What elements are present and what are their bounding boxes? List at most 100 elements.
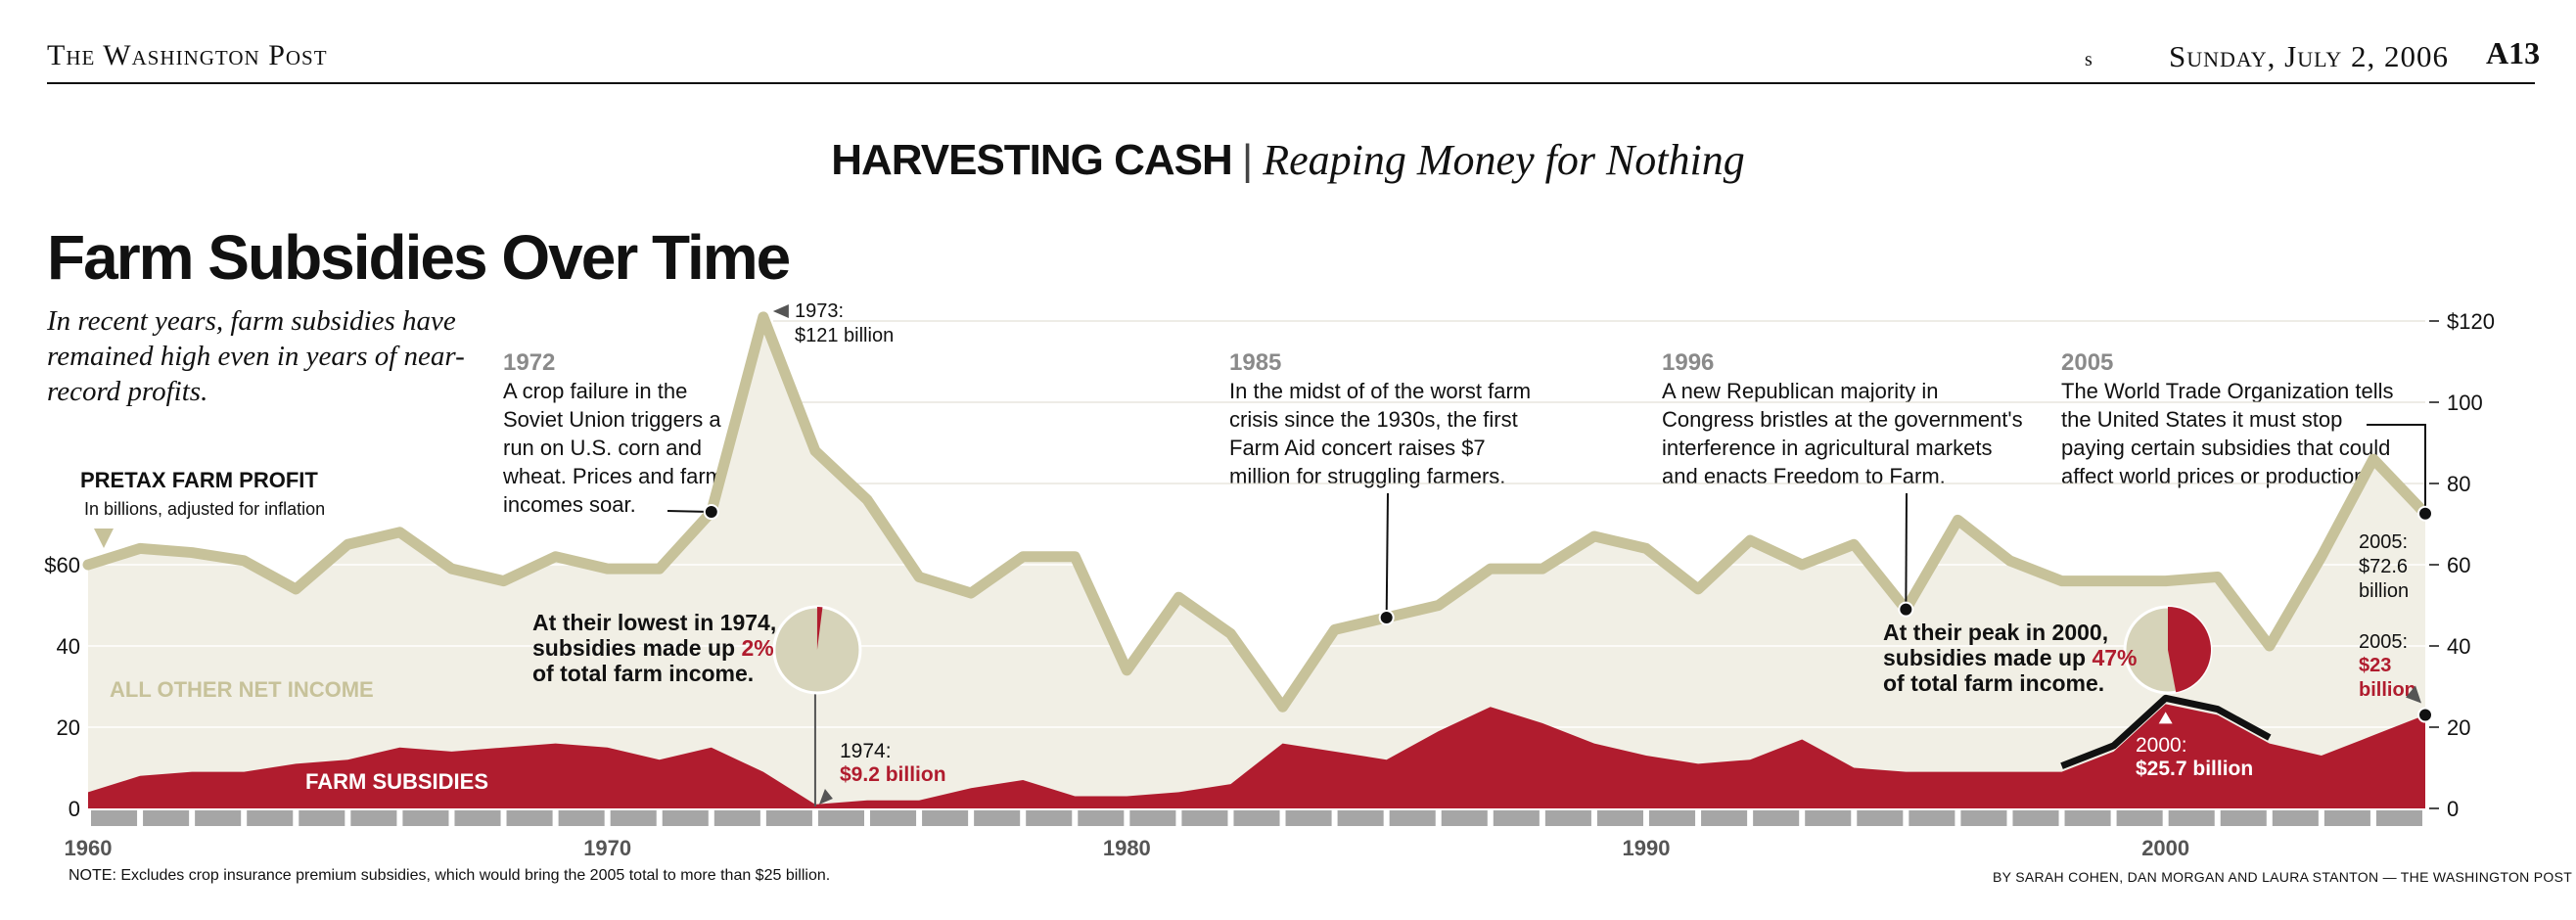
x-axis-segment bbox=[1337, 810, 1384, 826]
x-axis-segment bbox=[2012, 810, 2059, 826]
event-leader bbox=[1385, 492, 1389, 618]
y-tick-label-right: 100 bbox=[2447, 391, 2483, 415]
callout-2005-subsidy-value: $23 bbox=[2359, 655, 2391, 676]
callout-2000-value: $25.7 billion bbox=[2136, 758, 2253, 780]
x-axis-segment bbox=[662, 810, 709, 826]
profit-label-pointer bbox=[94, 529, 114, 548]
event-leader bbox=[2367, 424, 2426, 514]
y-tick-label-right: 80 bbox=[2447, 472, 2470, 496]
x-axis-segment bbox=[713, 810, 760, 826]
x-axis-segment bbox=[2220, 810, 2267, 826]
x-axis-segment bbox=[1753, 810, 1800, 826]
event-1985: 1985 In the midst of of the worst farm c… bbox=[1229, 348, 1542, 490]
caption-lowest-1974: subsidies made up 2% bbox=[532, 635, 774, 661]
subsidy-peak-highlight bbox=[2060, 694, 2272, 769]
series-title: HARVESTING CASH bbox=[831, 136, 1233, 184]
y-tick-label-left: 40 bbox=[57, 634, 80, 659]
x-axis-segment bbox=[1078, 810, 1125, 826]
x-axis-segment bbox=[1233, 810, 1280, 826]
pointer-triangle bbox=[772, 304, 789, 318]
callout-2005-subsidy-value: billion bbox=[2359, 679, 2416, 701]
x-axis-segment bbox=[195, 810, 242, 826]
event-leader bbox=[1905, 492, 1908, 610]
x-axis-segment bbox=[299, 810, 345, 826]
y-tick-label-left: 20 bbox=[57, 715, 80, 740]
callout-1974-year: 1974: bbox=[840, 740, 892, 762]
pie-1974-subsidy-slice bbox=[816, 607, 823, 650]
x-axis-segment bbox=[454, 810, 501, 826]
x-axis-segment bbox=[1026, 810, 1073, 826]
masthead-page: A13 bbox=[2486, 35, 2541, 70]
event-marker-dot bbox=[703, 504, 719, 521]
y-tick-label-right: 20 bbox=[2447, 715, 2470, 740]
x-axis-segment bbox=[974, 810, 1021, 826]
caption-lowest-1974: At their lowest in 1974, bbox=[532, 610, 776, 635]
x-axis-segment bbox=[922, 810, 969, 826]
x-tick-label: 1990 bbox=[1623, 836, 1671, 860]
callout-1974-value: $9.2 billion bbox=[840, 763, 946, 786]
pointer-triangle bbox=[2406, 685, 2421, 704]
subsidies-label: FARM SUBSIDIES bbox=[305, 769, 488, 794]
callout-1973-peak: $121 billion bbox=[795, 325, 894, 346]
x-axis-segment bbox=[1596, 810, 1643, 826]
series-header: HARVESTING CASH | Reaping Money for Nothin… bbox=[0, 135, 2576, 185]
x-axis-segment bbox=[558, 810, 605, 826]
x-axis-segment bbox=[91, 810, 138, 826]
masthead-date: Sunday, July 2, 2006 bbox=[2169, 39, 2449, 73]
event-text: In the midst of of the worst farm crisis… bbox=[1229, 379, 1532, 488]
event-marker-dot bbox=[2417, 707, 2433, 723]
x-axis-segment bbox=[765, 810, 812, 826]
x-tick-label: 1980 bbox=[1103, 836, 1151, 860]
subsidy-area bbox=[88, 704, 2425, 808]
x-axis-segment bbox=[402, 810, 449, 826]
x-axis-segment bbox=[1857, 810, 1904, 826]
event-year: 1972 bbox=[503, 349, 556, 376]
x-axis-segment bbox=[247, 810, 294, 826]
callout-2005-profit: $72.6 bbox=[2359, 556, 2408, 577]
callout-2005-subsidy-year: 2005: bbox=[2359, 631, 2408, 653]
other-income-area bbox=[88, 316, 2425, 808]
x-axis-segment bbox=[350, 810, 397, 826]
x-axis-segment bbox=[1805, 810, 1852, 826]
y-tick-label-right: 0 bbox=[2447, 797, 2459, 821]
y-tick-label-left: $60 bbox=[44, 553, 80, 577]
other-income-label: ALL OTHER NET INCOME bbox=[110, 677, 374, 702]
x-axis-segment bbox=[506, 810, 553, 826]
event-marker-dot bbox=[1898, 601, 1914, 618]
x-axis-segment bbox=[870, 810, 917, 826]
event-2005: 2005 The World Trade Organization tells … bbox=[2061, 348, 2394, 490]
event-text: A crop failure in the Soviet Union trigg… bbox=[503, 379, 723, 517]
callout-2005-profit: 2005: bbox=[2359, 531, 2408, 553]
x-axis-segment bbox=[1493, 810, 1540, 826]
masthead-paper: The Washington Post bbox=[47, 39, 328, 71]
caption-lowest-1974: of total farm income. bbox=[532, 661, 754, 686]
x-axis-segment bbox=[1441, 810, 1488, 826]
pointer-triangle bbox=[818, 789, 833, 805]
x-axis-segment bbox=[817, 810, 864, 826]
pie-2000-subsidy-slice bbox=[2168, 607, 2211, 693]
chart-note: NOTE: Excludes crop insurance premium su… bbox=[69, 867, 831, 884]
x-axis-segment bbox=[2375, 810, 2422, 826]
series-subtitle: Reaping Money for Nothing bbox=[1263, 136, 1745, 184]
event-text: The World Trade Organization tells the U… bbox=[2061, 379, 2394, 488]
x-axis-segment bbox=[2323, 810, 2370, 826]
chart-subtitle: In recent years, farm subsidies have rem… bbox=[47, 305, 465, 407]
x-axis-segment bbox=[143, 810, 190, 826]
y-tick-label-left: 0 bbox=[69, 797, 80, 821]
event-1972: 1972 A crop failure in the Soviet Union … bbox=[503, 348, 728, 519]
series-divider: | bbox=[1241, 136, 1254, 184]
profit-series-subtitle: In billions, adjusted for inflation bbox=[84, 499, 325, 519]
event-text: A new Republican majority in Congress br… bbox=[1662, 379, 2023, 488]
x-axis-segment bbox=[2272, 810, 2319, 826]
chart-title: Farm Subsidies Over Time bbox=[47, 222, 791, 293]
callout-1973-peak: 1973: bbox=[795, 300, 844, 322]
x-axis-segment bbox=[1544, 810, 1591, 826]
x-axis-segment bbox=[610, 810, 657, 826]
event-year: 1996 bbox=[1662, 349, 1715, 376]
masthead-section: s bbox=[2085, 49, 2093, 70]
masthead-rule bbox=[47, 82, 2535, 84]
x-axis-segment bbox=[2064, 810, 2111, 826]
x-axis-segment bbox=[1960, 810, 2007, 826]
y-tick-label-right: $120 bbox=[2447, 309, 2495, 334]
